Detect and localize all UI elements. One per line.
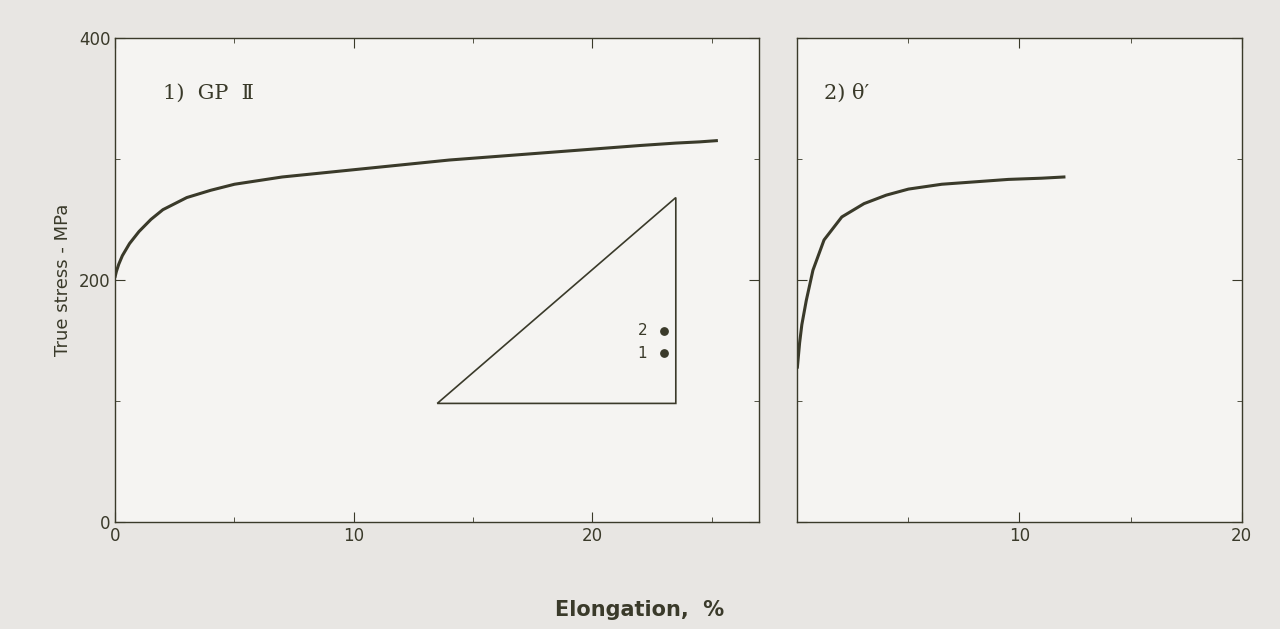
Y-axis label: True stress - MPa: True stress - MPa: [54, 204, 72, 356]
Text: 1: 1: [637, 346, 648, 361]
Text: 2) θ′: 2) θ′: [824, 83, 869, 103]
Point: [654, 347, 675, 357]
Text: 2: 2: [637, 323, 648, 338]
Point: [654, 326, 675, 336]
Text: Elongation,  %: Elongation, %: [556, 600, 724, 620]
Text: 1)  GP  Ⅱ: 1) GP Ⅱ: [163, 83, 253, 103]
